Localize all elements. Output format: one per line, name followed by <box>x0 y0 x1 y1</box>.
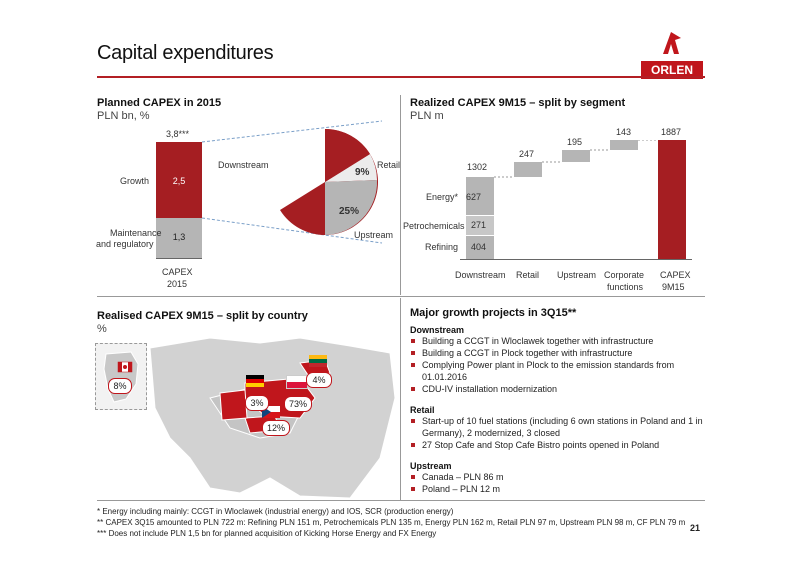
planned-cat-1: CAPEX <box>162 267 193 277</box>
energy-label: Energy* <box>426 192 459 202</box>
country-subtitle: % <box>97 323 107 335</box>
downstream-total: 1302 <box>467 162 488 172</box>
capex-pie-chart <box>280 129 378 235</box>
downstream-list: Building a CCGT in Wloclawek together wi… <box>410 335 710 395</box>
energy-value: 627 <box>466 192 482 202</box>
maintenance-bar <box>156 218 202 258</box>
list-item: Start-up of 10 fuel stations (including … <box>410 415 710 439</box>
refining-bar <box>466 235 494 260</box>
maintenance-label-1: Maintenance <box>110 228 162 238</box>
pie-connector-lines <box>201 120 383 244</box>
list-item: CDU-IV installation modernization <box>410 383 710 395</box>
pie-downstream-pct: 66% <box>277 158 298 169</box>
retail-head: Retail <box>410 405 435 415</box>
upstream-list: Canada – PLN 86 m Poland – PLN 12 m <box>410 471 710 495</box>
page-number: 21 <box>690 523 701 533</box>
cat-capex-2: 9M15 <box>662 282 685 292</box>
eagle-icon <box>663 32 681 54</box>
germany-pct: 3% <box>245 395 269 411</box>
footnote-1: * Energy including mainly: CCGT in Wlocl… <box>97 507 454 516</box>
section-divider-vertical <box>400 95 401 295</box>
poland-pct: 73% <box>284 396 312 412</box>
list-item: Building a CCGT in Plock together with i… <box>410 347 710 359</box>
pie-upstream-label: Upstream <box>354 230 394 240</box>
growth-bar <box>156 142 202 218</box>
planned-axis <box>156 258 202 259</box>
realized-subtitle: PLN m <box>410 110 444 122</box>
retail-list: Start-up of 10 fuel stations (including … <box>410 415 710 451</box>
petrochemicals-bar <box>466 215 494 235</box>
cat-corporate-2: functions <box>607 282 644 292</box>
logo-text: ORLEN <box>641 61 703 79</box>
corporate-bar <box>610 140 638 150</box>
refining-value: 404 <box>471 242 487 252</box>
footnote-divider <box>97 500 705 501</box>
capex-total-bar <box>658 140 686 259</box>
canada-map <box>103 351 139 403</box>
realized-axis <box>460 259 692 260</box>
list-item: Complying Power plant in Plock to the em… <box>410 359 710 383</box>
capex-total-value: 1887 <box>661 127 682 137</box>
country-title: Realised CAPEX 9M15 – split by country <box>97 310 308 322</box>
canada-inset <box>95 343 147 410</box>
cat-upstream: Upstream <box>557 270 597 280</box>
petro-value: 271 <box>471 220 487 230</box>
pie-downstream-label: Downstream <box>218 160 269 170</box>
lithuania-flag-icon <box>309 355 327 367</box>
germany-flag-icon <box>246 375 264 387</box>
projects-title: Major growth projects in 3Q15** <box>410 307 577 319</box>
list-item: Poland – PLN 12 m <box>410 483 710 495</box>
lithuania-pct: 4% <box>306 372 332 388</box>
planned-cat-2: 2015 <box>167 279 188 289</box>
pie-upstream-pct: 25% <box>339 206 360 217</box>
cat-capex-1: CAPEX <box>660 270 691 280</box>
section-divider-vertical-2 <box>400 298 401 500</box>
growth-value: 2,5 <box>172 176 186 186</box>
list-item: Canada – PLN 86 m <box>410 471 710 483</box>
refining-label: Refining <box>425 242 459 252</box>
realized-title: Realized CAPEX 9M15 – split by segment <box>410 97 626 109</box>
planned-subtitle: PLN bn, % <box>97 110 150 122</box>
planned-total-label: 3,8*** <box>166 129 190 139</box>
footnote-2: ** CAPEX 3Q15 amounted to PLN 722 m: Ref… <box>97 518 686 527</box>
page-title: Capital expenditures <box>97 42 274 64</box>
upstream-value: 195 <box>567 137 583 147</box>
waterfall-connectors <box>494 140 658 178</box>
canada-pct: 8% <box>108 378 132 394</box>
retail-bar <box>514 162 542 177</box>
maintenance-label-2: and regulatory <box>96 239 154 249</box>
pie-retail-pct: 9% <box>355 167 370 178</box>
maintenance-value: 1,3 <box>172 232 186 242</box>
header-divider <box>97 76 705 78</box>
poland-flag-icon <box>286 375 308 389</box>
planned-title: Planned CAPEX in 2015 <box>97 97 222 109</box>
cat-retail: Retail <box>516 270 540 280</box>
pie-slice-upstream <box>325 180 378 235</box>
energy-bar <box>466 177 494 215</box>
growth-label: Growth <box>120 176 150 186</box>
orlen-logo: ORLEN <box>641 28 703 79</box>
list-item: 27 Stop Cafe and Stop Cafe Bistro points… <box>410 439 710 451</box>
downstream-head: Downstream <box>410 325 465 335</box>
cat-downstream: Downstream <box>455 270 506 280</box>
upstream-head: Upstream <box>410 461 452 471</box>
section-divider-horizontal <box>97 296 705 297</box>
pie-retail-label: Retail <box>377 160 401 170</box>
pie-slice-retail <box>325 154 377 182</box>
corporate-value: 143 <box>616 127 632 137</box>
retail-value: 247 <box>519 149 535 159</box>
czech-pct: 12% <box>262 420 290 436</box>
pie-slice-downstream-top <box>325 129 370 182</box>
footnote-3: *** Does not include PLN 1,5 bn for plan… <box>97 529 437 538</box>
cat-corporate-1: Corporate <box>604 270 645 280</box>
list-item: Building a CCGT in Wloclawek together wi… <box>410 335 710 347</box>
upstream-bar <box>562 150 590 162</box>
europe-map <box>150 338 395 498</box>
petro-label: Petrochemicals <box>403 221 465 231</box>
